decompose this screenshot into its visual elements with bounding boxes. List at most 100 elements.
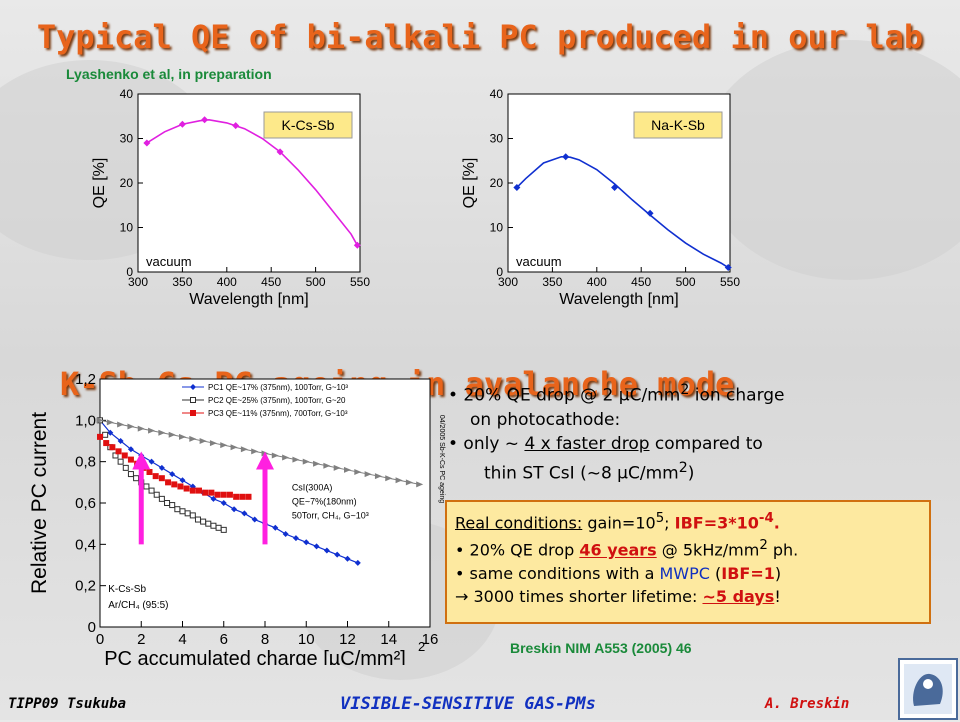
footer-conference: TIPP09 Tsukuba [8,696,127,712]
data-point [189,487,196,494]
data-point [205,520,212,527]
bullet-2: • only ~ 4 x faster drop compared to [448,433,763,454]
data-point [215,524,222,531]
x-tick-label: 6 [220,631,228,648]
x-tick-label: 500 [306,275,326,289]
y-tick-label: 0 [496,265,503,279]
x-tick-label: 550 [720,275,740,289]
data-point [179,433,186,440]
data-point [127,423,135,430]
y-tick-label: 1,0 [75,412,96,429]
data-point [178,120,186,128]
csi-annotation: 50Torr, CH₄, G~10³ [292,511,369,521]
data-point [169,502,176,509]
data-point [165,479,172,486]
data-point [164,500,171,506]
data-point [333,464,341,471]
data-point [282,531,289,537]
data-point [117,458,124,465]
data-point [179,477,186,484]
legend-entry: PC1 QE~17% (375nm), 100Torr, G~10³ [208,383,348,392]
data-point [302,458,310,465]
data-point [148,427,156,434]
x-tick-label: 450 [631,275,651,289]
data-point [220,442,228,449]
gas-annotation: Ar/CH₄ (95:5) [108,600,168,611]
data-point [313,543,320,550]
data-point [334,551,341,558]
data-point [323,547,330,554]
y-tick-label: 0,2 [75,578,96,595]
bullet-1-line2: on photocathode: [470,409,621,430]
y-tick-label: 10 [490,221,504,235]
x-tick-label: 300 [498,275,518,289]
ageing-chart: 0 2 4 6 8 10 12 14 16 0 0,2 0,4 0,6 0,8 1,0 1,2 PC accum… [28,371,445,665]
data-point [189,512,196,519]
data-point [143,139,151,147]
data-point [292,456,300,463]
box-line-2: • 20% QE drop 46 years @ 5kHz/mm2 ph. [455,538,799,560]
data-point [158,429,166,436]
y-tick-label: 0,8 [75,454,96,471]
qe-chart-naksb: 300 350 400 450 500 550 0 10 20 30 40 Wavelength [n… [461,87,740,308]
footer-topic: VISIBLE-SENSITIVE GAS-PMs [340,694,596,714]
data-point [183,485,190,492]
data-point [115,448,122,455]
data-point [190,384,196,390]
data-point [209,440,217,447]
data-point [364,471,372,478]
data-point [202,489,209,496]
data-point [240,446,248,453]
arrow-right-icon: → [455,586,469,606]
y-tick-label: 20 [120,176,134,190]
x-tick-label: 4 [178,631,186,648]
data-point [220,526,227,533]
vacuum-label: vacuum [516,254,562,269]
data-point [323,462,331,469]
x-tick-label: 14 [380,631,397,648]
data-point [179,508,186,515]
data-point [133,475,140,482]
data-point [611,183,619,191]
x-axis-exponent: 2 [418,639,425,654]
box-line-4: → 3000 times shorter lifetime: ~5 days! [455,586,781,606]
data-point [230,444,238,451]
qe-chart-kcssb: 300 350 400 450 500 550 0 10 20 30 40 Wavelength [n… [91,87,370,308]
qe-curve [516,155,729,269]
data-point [112,452,119,459]
side-label: 04/2005 Sb-K-Cs PC ageing [438,415,445,503]
data-point [148,487,155,494]
data-point [292,535,299,542]
real-conditions-box: Real conditions: gain=105; IBF=3*10-4. •… [445,500,931,624]
x-tick-label: 0 [96,631,104,648]
material-label-box [633,111,723,139]
bullet-2-line2: thin ST CsI (~8 µC/mm2) [484,459,695,484]
x-tick-label: 350 [172,275,192,289]
data-point [272,524,279,531]
data-point [200,518,207,525]
data-point [282,454,290,461]
data-point [122,464,129,471]
csi-annotation: CsI(300A) [292,483,333,493]
legend-entry: PC2 QE~25% (375nm), 100Torr, G~20 [208,396,346,405]
x-tick-label: 500 [676,275,696,289]
box-line-1: Real conditions: gain=105; IBF=3*10-4. [455,511,780,533]
x-tick-label: 400 [587,275,607,289]
data-point [344,555,351,562]
data-point [189,435,197,442]
y-tick-label: 0,4 [75,536,96,553]
y-axis-label: QE [%] [91,158,108,209]
reference-top: Lyashenko et al, in preparation [66,66,272,82]
x-axis-label: Wavelength [nm] [559,291,678,308]
data-point [303,539,310,546]
data-point [109,444,116,451]
bullet-1: • 20% QE drop @ 2 µC/mm2 ion charge [448,382,785,406]
data-point [416,481,424,488]
data-point [231,506,238,513]
data-point [251,448,259,455]
data-point [251,516,258,523]
data-point [354,559,361,566]
data-point [354,469,362,475]
data-point [241,510,248,517]
y-tick-label: 0,6 [75,495,96,512]
